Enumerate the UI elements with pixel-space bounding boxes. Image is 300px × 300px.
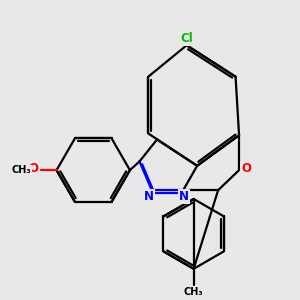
Text: CH₃: CH₃: [12, 165, 32, 175]
Text: CH₃: CH₃: [184, 287, 203, 297]
Text: O: O: [28, 162, 39, 175]
Text: N: N: [179, 190, 189, 203]
Text: O: O: [241, 162, 251, 175]
Text: N: N: [144, 190, 154, 203]
Text: Cl: Cl: [180, 32, 193, 45]
